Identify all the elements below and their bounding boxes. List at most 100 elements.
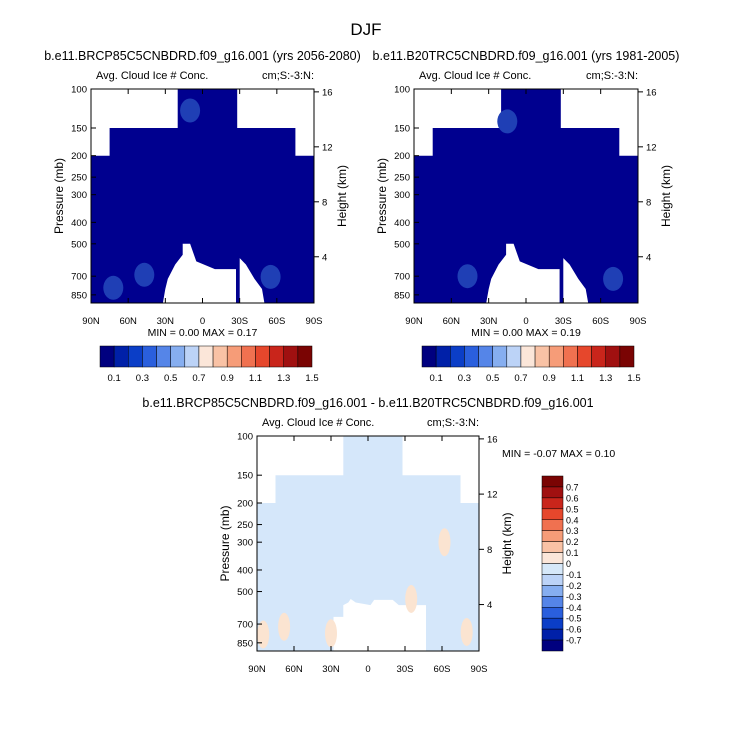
colorbar-label: -0.3 — [566, 592, 582, 602]
field — [257, 436, 479, 651]
colorbar-label: 0.7 — [192, 373, 205, 384]
height-tick-label: 4 — [487, 600, 492, 611]
colorbar-swatch — [520, 345, 536, 368]
contour-feature — [134, 262, 155, 287]
y-tick-label: 250 — [237, 520, 253, 531]
colorbar-swatch — [541, 508, 564, 520]
colorbar-swatch — [605, 345, 621, 368]
x-tick-label: 30S — [397, 664, 414, 675]
height-tick-label: 4 — [322, 252, 327, 263]
y-tick-label: 300 — [71, 190, 87, 201]
colorbar-label: 0.4 — [566, 515, 579, 525]
x-tick-label: 90S — [306, 316, 323, 327]
colorbar-label: 1.1 — [571, 373, 584, 384]
colorbar-swatch — [478, 345, 493, 368]
x-tick-label: 90N — [248, 664, 266, 675]
x-tick-label: 0 — [365, 664, 370, 675]
panel-title: b.e11.BRCP85C5CNBDRD.f09_g16.001 - b.e11… — [142, 396, 593, 410]
panel-subtitle-right: cm;S:-3:N: — [586, 70, 638, 82]
y-tick-label: 200 — [71, 151, 87, 162]
colorbar-label: 0 — [566, 559, 571, 569]
colorbar-swatch — [534, 345, 550, 368]
colorbar-swatch — [541, 497, 564, 510]
contour-feature — [278, 612, 291, 641]
y-tick-label: 500 — [394, 239, 410, 250]
y-tick-label: 850 — [71, 290, 87, 301]
colorbar-swatch — [283, 345, 299, 368]
colorbar-swatch — [541, 585, 564, 597]
colorbar-label: 0.1 — [108, 373, 121, 384]
y-axis-label-right: Height (km) — [500, 512, 514, 574]
y-tick-label: 150 — [394, 124, 410, 135]
contour-feature — [497, 109, 518, 134]
panel-0: b.e11.BRCP85C5CNBDRD.f09_g16.001 (yrs 20… — [44, 49, 361, 384]
colorbar-swatch — [156, 345, 171, 368]
colorbar-swatch — [619, 345, 635, 368]
panel-title: b.e11.B20TRC5CNBDRD.f09_g16.001 (yrs 198… — [373, 49, 680, 63]
colorbar-label: 0.1 — [430, 373, 443, 384]
field-area — [414, 89, 638, 303]
colorbar-swatch — [541, 596, 564, 608]
y-tick-label: 700 — [71, 272, 87, 283]
y-tick-label: 250 — [71, 173, 87, 184]
y-tick-label: 300 — [394, 190, 410, 201]
colorbar-label: 0.3 — [458, 373, 471, 384]
colorbar-swatch — [241, 345, 256, 368]
panel-1: b.e11.B20TRC5CNBDRD.f09_g16.001 (yrs 198… — [373, 49, 680, 384]
colorbar-swatch — [541, 541, 564, 553]
height-tick-label: 12 — [487, 490, 498, 501]
colorbar-label: -0.4 — [566, 603, 582, 613]
x-tick-label: 90N — [405, 316, 423, 327]
height-tick-label: 16 — [322, 87, 333, 98]
y-tick-label: 300 — [237, 538, 253, 549]
colorbar-swatch — [226, 345, 242, 368]
colorbar-label: 1.5 — [305, 373, 318, 384]
height-tick-label: 8 — [487, 545, 492, 556]
panel-2: b.e11.BRCP85C5CNBDRD.f09_g16.001 - b.e11… — [142, 396, 615, 675]
panel-subtitle-right: cm;S:-3:N: — [427, 417, 479, 429]
colorbar-swatch — [591, 345, 606, 368]
panel-subtitle-left: Avg. Cloud Ice # Conc. — [419, 70, 531, 82]
colorbar-label: 0.5 — [164, 373, 177, 384]
x-tick-label: 90N — [82, 316, 100, 327]
colorbar-swatch — [577, 345, 592, 368]
y-tick-label: 400 — [237, 565, 253, 576]
x-tick-label: 30N — [480, 316, 498, 327]
colorbar-swatch — [170, 345, 186, 368]
x-tick-label: 0 — [523, 316, 528, 327]
contour-feature — [103, 275, 124, 300]
contour-feature — [460, 618, 473, 646]
colorbar-label: 0.1 — [566, 548, 579, 558]
colorbar-swatch — [541, 617, 564, 630]
colorbar-label: 0.5 — [566, 504, 579, 514]
y-axis-label: Pressure (mb) — [52, 158, 66, 234]
colorbar-swatch — [541, 563, 564, 575]
colorbar-swatch — [563, 345, 578, 368]
panel-title: b.e11.BRCP85C5CNBDRD.f09_g16.001 (yrs 20… — [44, 49, 361, 63]
colorbar-label: 0.3 — [136, 373, 149, 384]
colorbar-label: 0.2 — [566, 537, 579, 547]
colorbar-swatch — [541, 519, 564, 531]
contour-feature — [325, 619, 337, 648]
y-tick-label: 100 — [237, 432, 253, 443]
y-tick-label: 850 — [237, 638, 253, 649]
colorbar-label: 0.9 — [543, 373, 556, 384]
x-tick-label: 30N — [157, 316, 175, 327]
colorbar-label: 1.3 — [599, 373, 612, 384]
colorbar-label: -0.1 — [566, 570, 582, 580]
colorbar-swatch — [464, 345, 479, 368]
colorbar-swatch — [113, 345, 129, 368]
x-tick-label: 90S — [471, 664, 488, 675]
stats-label: MIN = 0.00 MAX = 0.17 — [148, 327, 258, 339]
x-tick-label: 0 — [200, 316, 205, 327]
height-tick-label: 8 — [646, 197, 651, 208]
contour-feature — [457, 264, 478, 289]
height-tick-label: 12 — [322, 142, 333, 153]
y-tick-label: 200 — [394, 151, 410, 162]
y-tick-label: 400 — [71, 218, 87, 229]
colorbar-swatch — [541, 574, 564, 586]
y-tick-label: 500 — [237, 587, 253, 598]
colorbar-label: 1.1 — [249, 373, 262, 384]
y-tick-label: 500 — [71, 239, 87, 250]
